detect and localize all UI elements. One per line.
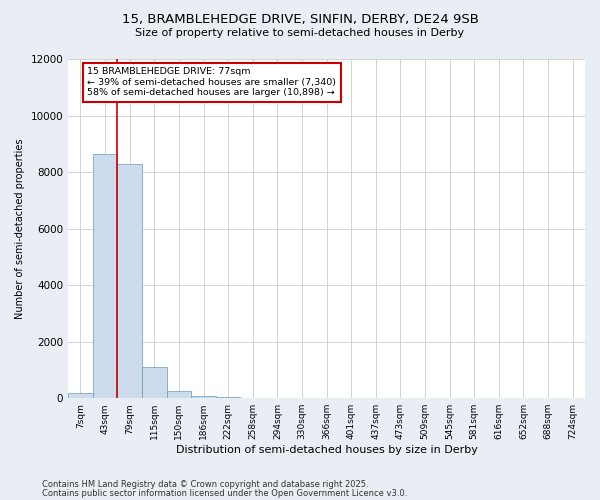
Text: 15, BRAMBLEHEDGE DRIVE, SINFIN, DERBY, DE24 9SB: 15, BRAMBLEHEDGE DRIVE, SINFIN, DERBY, D… (122, 12, 478, 26)
Bar (93, 154, 118, 398)
Bar (142, 367, 167, 398)
X-axis label: Distribution of semi-detached houses by size in Derby: Distribution of semi-detached houses by … (176, 445, 478, 455)
Bar (167, 391, 191, 398)
Bar (68, 392, 93, 398)
Text: 15 BRAMBLEHEDGE DRIVE: 77sqm
← 39% of semi-detached houses are smaller (7,340)
5: 15 BRAMBLEHEDGE DRIVE: 77sqm ← 39% of se… (88, 68, 337, 98)
Text: Contains public sector information licensed under the Open Government Licence v3: Contains public sector information licen… (42, 488, 407, 498)
Bar (118, 164, 142, 398)
Bar (191, 396, 216, 398)
Text: Contains HM Land Registry data © Crown copyright and database right 2025.: Contains HM Land Registry data © Crown c… (42, 480, 368, 489)
Y-axis label: Number of semi-detached properties: Number of semi-detached properties (15, 138, 25, 319)
Text: Size of property relative to semi-detached houses in Derby: Size of property relative to semi-detach… (136, 28, 464, 38)
